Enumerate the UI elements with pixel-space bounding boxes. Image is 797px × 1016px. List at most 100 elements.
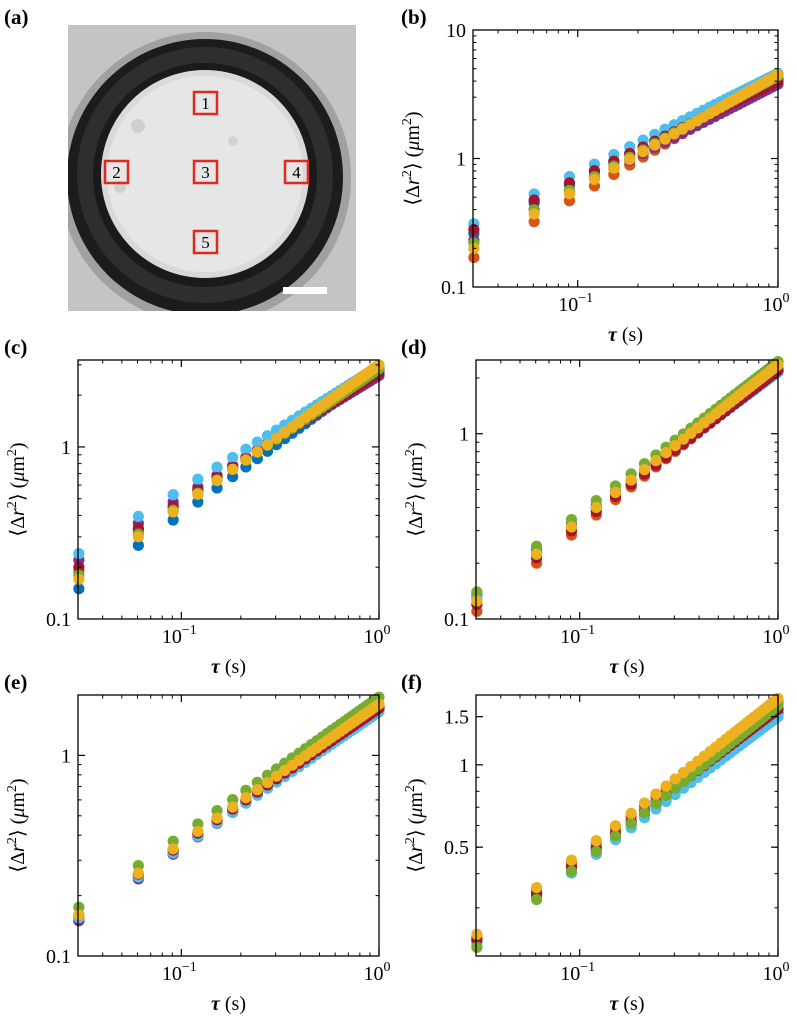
roi-box-5: 5	[192, 229, 219, 255]
data-point	[609, 830, 622, 842]
ticks	[472, 30, 779, 287]
roi-label-2: 2	[112, 163, 121, 182]
data-point	[261, 430, 274, 442]
y-axis-label: ⟨Δr2⟩ (μm2)	[5, 442, 29, 536]
axes-frame	[77, 359, 380, 620]
data-point	[192, 473, 204, 485]
roi-label-1: 1	[201, 94, 210, 113]
panel-label-f: (f)	[401, 670, 422, 694]
scale-bar	[283, 287, 327, 294]
data-point	[261, 776, 274, 789]
x-axis-label: τ (s)	[211, 656, 246, 678]
roi-label-3: 3	[201, 163, 210, 182]
data-point	[270, 770, 283, 782]
data-point	[563, 188, 576, 200]
data-point	[650, 797, 662, 810]
x-tick-label: 10−1	[560, 623, 595, 648]
chart-f: (f) 10−1 100 0.5 1 1.5 τ (s) ⟨Δr2⟩ (μm2)	[401, 670, 790, 1015]
y-axis-label: ⟨Δr2⟩ (μm2)	[403, 778, 427, 872]
data-points	[73, 359, 385, 595]
y-tick-label: 1	[61, 745, 71, 767]
x-tick-label: 10−1	[560, 960, 595, 985]
x-tick-label: 100	[763, 291, 790, 316]
data-point	[251, 784, 263, 796]
data-point	[590, 835, 602, 847]
data-point	[590, 501, 602, 514]
data-point	[677, 433, 689, 445]
roi-box-3: 3	[192, 159, 219, 185]
data-point	[530, 548, 543, 560]
data-point	[659, 133, 671, 145]
data-point	[471, 928, 483, 940]
data-point	[625, 817, 637, 829]
data-point	[251, 436, 263, 448]
data-point	[677, 766, 689, 779]
axes-frame	[77, 694, 380, 957]
panel-label-e: (e)	[4, 670, 27, 694]
y-axis-label: ⟨Δr2⟩ (μm2)	[403, 442, 427, 536]
data-point	[669, 773, 681, 785]
data-point	[638, 797, 651, 809]
ticks	[475, 360, 779, 619]
y-tick-label: 1	[61, 437, 71, 459]
x-tick-label: 100	[364, 960, 391, 985]
data-point	[251, 446, 263, 458]
x-axis-label: τ (s)	[608, 324, 643, 346]
data-point	[625, 807, 637, 820]
data-point	[660, 447, 672, 459]
data-point	[211, 812, 223, 824]
data-point	[530, 881, 543, 894]
x-tick-label: 10−1	[558, 291, 593, 316]
y-tick-label: 1	[459, 424, 469, 446]
data-point	[471, 941, 483, 954]
data-point	[565, 854, 578, 866]
chart-e: (e) 10−1 100 0.1 1 τ (s) ⟨Δr2⟩ (μm2)	[4, 670, 391, 1015]
data-point	[669, 782, 681, 794]
y-tick-label: 0.5	[444, 837, 469, 859]
data-point	[240, 454, 252, 466]
data-point	[608, 162, 620, 174]
data-point	[192, 825, 204, 838]
data-point	[528, 194, 540, 206]
y-tick-label: 0.1	[444, 609, 469, 631]
data-point	[530, 893, 543, 906]
ticks	[77, 695, 380, 956]
y-tick-label: 1	[456, 149, 466, 171]
y-axis-label: ⟨Δr2⟩ (μm2)	[400, 111, 424, 205]
x-tick-label: 100	[763, 623, 790, 648]
data-point	[73, 547, 85, 560]
x-tick-label: 10−1	[162, 623, 197, 648]
data-point	[588, 173, 601, 186]
data-point	[132, 510, 144, 523]
data-point	[637, 146, 649, 158]
y-tick-label: 1	[459, 755, 469, 777]
chart-b: (b) 10−1 100 0.1 1 10 τ (s) ⟨Δr2⟩ (μm2)	[400, 5, 790, 346]
data-point	[471, 595, 483, 607]
data-point	[530, 540, 543, 552]
data-point	[471, 586, 483, 598]
roi-box-4: 4	[283, 159, 310, 185]
x-tick-label: 10−1	[162, 960, 197, 985]
panel-label-a: (a)	[4, 5, 29, 29]
y-tick-label: 0.1	[46, 609, 71, 631]
data-points	[73, 691, 385, 927]
data-point	[625, 474, 637, 486]
panel-label-d: (d)	[401, 335, 427, 359]
data-points	[468, 67, 784, 263]
data-point	[468, 223, 480, 236]
data-point	[270, 432, 283, 444]
x-axis-label: τ (s)	[610, 993, 645, 1015]
data-point	[73, 583, 85, 595]
data-point	[590, 845, 602, 858]
x-tick-label: 100	[364, 623, 391, 648]
y-tick-label: 1.5	[444, 707, 469, 729]
data-point	[211, 461, 223, 473]
ticks	[475, 695, 779, 956]
data-point	[240, 443, 252, 455]
chart-d: (d) 10−1 100 0.1 1 τ (s) ⟨Δr2⟩ (μm2)	[401, 335, 790, 678]
data-point	[668, 128, 680, 140]
data-point	[132, 531, 144, 543]
data-point	[649, 139, 661, 151]
data-point	[624, 153, 636, 165]
